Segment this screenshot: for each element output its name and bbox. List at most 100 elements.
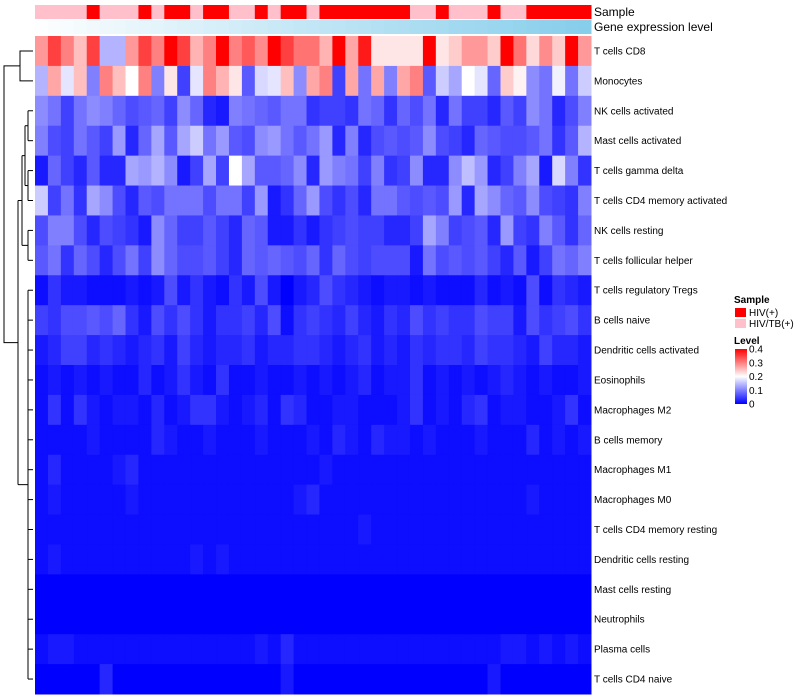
heatmap-cell — [384, 484, 398, 516]
heatmap-cell — [293, 125, 308, 157]
heatmap-cell — [371, 544, 385, 575]
heatmap-cell — [125, 185, 139, 216]
heatmap-cell — [86, 514, 101, 545]
heatmap-cell — [409, 574, 424, 605]
heatmap-cell — [397, 95, 411, 127]
heatmap-cell — [319, 634, 333, 665]
heatmap-cell — [306, 365, 320, 396]
heatmap-cell — [409, 484, 424, 516]
heatmap-cell — [371, 155, 385, 187]
heatmap-cell — [552, 514, 566, 545]
heatmap-cell — [397, 424, 411, 456]
heatmap-cell — [345, 125, 359, 157]
heatmap-cell — [578, 155, 592, 187]
heatmap-cell — [177, 664, 191, 695]
heatmap-cell — [500, 65, 514, 97]
heatmap-cell — [513, 36, 527, 67]
heatmap-cell — [397, 335, 411, 366]
sample-annotation-cell — [86, 5, 101, 19]
heatmap-cell — [552, 335, 566, 366]
heatmap-cell — [306, 604, 320, 635]
heatmap-cell — [35, 245, 49, 276]
heatmap-cell — [60, 424, 75, 456]
sample-annotation-cell — [409, 5, 424, 19]
heatmap-cell — [397, 484, 411, 516]
row-label: Plasma cells — [594, 645, 650, 656]
heatmap-cell — [254, 125, 269, 157]
expression-annotation-cell — [461, 20, 476, 34]
heatmap-cell — [151, 454, 165, 486]
heatmap-cell — [86, 215, 101, 246]
heatmap-cell — [293, 185, 308, 216]
expression-annotation-cell — [60, 20, 75, 34]
expression-annotation-cell — [99, 20, 114, 34]
heatmap-cell — [125, 514, 139, 545]
expression-annotation-cell — [332, 20, 346, 34]
heatmap-cell — [526, 574, 540, 605]
heatmap-cell — [164, 155, 178, 187]
heatmap-cell — [409, 36, 424, 67]
heatmap-cell — [267, 544, 282, 575]
heatmap-cell — [138, 65, 152, 97]
heatmap-cell — [526, 544, 540, 575]
heatmap-cell — [319, 305, 333, 336]
heatmap-cell — [409, 335, 424, 366]
heatmap-cell — [487, 424, 501, 456]
heatmap-cell — [241, 454, 256, 486]
heatmap-cell — [99, 275, 114, 306]
heatmap-cell — [306, 275, 320, 306]
heatmap-cell — [578, 95, 592, 127]
heatmap-cell — [228, 65, 243, 97]
dendrogram-branch — [3, 65, 20, 344]
heatmap-cell — [60, 125, 75, 157]
heatmap-cell — [409, 215, 424, 246]
heatmap-cell — [332, 275, 346, 306]
expression-annotation-cell — [35, 20, 49, 34]
heatmap-cell — [409, 604, 424, 635]
heatmap-cell — [73, 634, 88, 665]
heatmap-cells — [35, 36, 592, 695]
expression-annotation-cell — [487, 20, 501, 34]
heatmap-cell — [177, 245, 191, 276]
heatmap-cell — [293, 634, 308, 665]
heatmap-cell — [565, 335, 579, 366]
heatmap-cell — [241, 245, 256, 276]
heatmap-cell — [384, 215, 398, 246]
heatmap-cell — [345, 335, 359, 366]
heatmap-cell — [47, 95, 62, 127]
heatmap-cell — [177, 544, 191, 575]
expression-annotation-cell — [203, 20, 217, 34]
heatmap-cell — [539, 335, 553, 366]
heatmap-cell — [35, 125, 49, 157]
heatmap-cell — [578, 394, 592, 426]
heatmap-cell — [112, 215, 127, 246]
heatmap-cell — [409, 454, 424, 486]
heatmap-cell — [177, 275, 191, 306]
gene-expression-annotation-title: Gene expression level — [594, 20, 713, 34]
heatmap-cell — [60, 604, 75, 635]
heatmap-cell — [332, 394, 346, 426]
row-label: T cells regulatory Tregs — [594, 286, 698, 297]
sample-annotation-cell — [99, 5, 114, 19]
heatmap-cell — [539, 65, 553, 97]
heatmap-cell — [73, 484, 88, 516]
heatmap-cell — [47, 65, 62, 97]
heatmap-cell — [371, 574, 385, 605]
heatmap-cell — [422, 454, 437, 486]
heatmap-cell — [448, 185, 463, 216]
heatmap-cell — [422, 574, 437, 605]
heatmap-cell — [86, 305, 101, 336]
sample-annotation-cell — [35, 5, 49, 19]
heatmap-cell — [578, 544, 592, 575]
heatmap-cell — [99, 424, 114, 456]
heatmap-cell — [435, 634, 450, 665]
heatmap-cell — [345, 634, 359, 665]
heatmap-cell — [461, 275, 476, 306]
heatmap-cell — [216, 394, 230, 426]
heatmap-cell — [241, 305, 256, 336]
heatmap-cell — [203, 634, 217, 665]
expression-annotation-cell — [435, 20, 450, 34]
row-label: Dendritic cells resting — [594, 555, 689, 566]
heatmap-cell — [435, 155, 450, 187]
heatmap-cell — [565, 185, 579, 216]
